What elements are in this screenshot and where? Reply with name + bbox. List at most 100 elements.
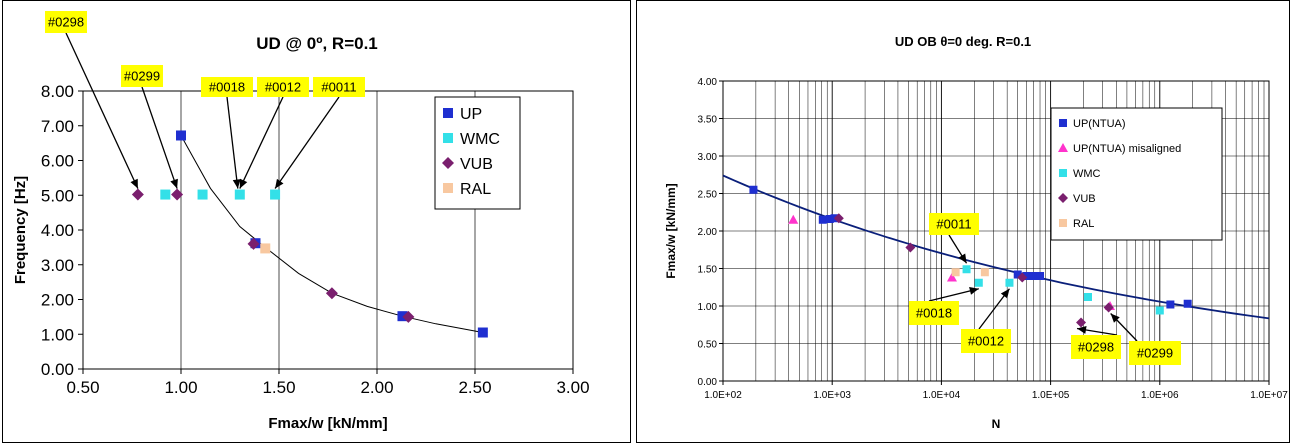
legend-marker bbox=[443, 108, 453, 118]
y-tick-label: 7.00 bbox=[41, 117, 74, 136]
y-tick-label: 2.00 bbox=[698, 227, 718, 238]
y-axis-label: Frequency [Hz] bbox=[12, 176, 29, 284]
y-tick-label: 3.00 bbox=[698, 152, 718, 163]
callout-arrow-head bbox=[275, 178, 284, 189]
point-vub bbox=[131, 188, 144, 201]
point-ral bbox=[980, 268, 989, 277]
trendline bbox=[180, 135, 483, 333]
legend-label: UP(NTUA) bbox=[1073, 118, 1126, 130]
point-wmc bbox=[962, 265, 971, 274]
callout-arrow bbox=[274, 96, 340, 189]
legend: UP(NTUA) UP(NTUA) misaligned WMC VUB RAL bbox=[1050, 107, 1223, 241]
callout-box bbox=[313, 77, 365, 97]
legend-marker bbox=[1058, 193, 1068, 203]
callout-label: #0018 bbox=[209, 80, 245, 95]
y-tick-label: 8.00 bbox=[41, 82, 74, 101]
callout-label: #0011 bbox=[936, 217, 971, 232]
callout-arrow-head bbox=[969, 287, 979, 295]
annotation-callout: #0011 bbox=[313, 77, 365, 97]
y-tick-label: 1.50 bbox=[698, 265, 718, 276]
chart-title: UD @ 0º, R=0.1 bbox=[256, 34, 378, 53]
annotation-callout: #0012 bbox=[961, 329, 1011, 353]
point-wmc bbox=[1155, 306, 1164, 315]
annotation-callout: #0012 bbox=[257, 77, 309, 97]
chart-title: UD OB θ=0 deg. R=0.1 bbox=[895, 34, 1031, 49]
y-axis-label: Fmax/w [kN/mm] bbox=[664, 183, 678, 278]
annotation-callout: #0018 bbox=[909, 301, 959, 325]
point-wmc bbox=[974, 278, 983, 287]
point-up-ntua- bbox=[818, 215, 827, 224]
x-axis-label: N bbox=[992, 417, 1001, 431]
point-up-ntua- bbox=[825, 215, 834, 223]
point-wmc bbox=[1005, 278, 1014, 287]
point-wmc bbox=[270, 189, 281, 200]
right-chart: 0.00 0.50 1.00 1.50 2.00 2.50 3.00 3.50 4.00 1.0E… bbox=[664, 34, 1288, 431]
y-tick-label: 4.00 bbox=[698, 77, 718, 88]
callout-label: #0012 bbox=[968, 334, 1004, 349]
annotation-callout: #0011 bbox=[929, 213, 979, 235]
legend-label: WMC bbox=[1073, 168, 1101, 180]
point-vub bbox=[402, 310, 415, 323]
point-up-ntua- bbox=[749, 185, 758, 194]
right-chart-panel: 0.00 0.50 1.00 1.50 2.00 2.50 3.00 3.50 4.00 1.0E… bbox=[636, 0, 1290, 443]
legend-marker bbox=[443, 133, 453, 143]
annotation-callout: #0299 bbox=[1129, 341, 1181, 365]
x-tick-label: 1.0E+04 bbox=[923, 390, 961, 401]
callout-box bbox=[1071, 335, 1121, 359]
point-up-ntua-misaligned bbox=[788, 214, 799, 224]
callout-arrow-head bbox=[1000, 288, 1010, 299]
legend-label: RAL bbox=[460, 181, 491, 198]
point-vub bbox=[1017, 272, 1028, 283]
y-tick-label: 1.00 bbox=[41, 325, 74, 344]
callout-box bbox=[45, 11, 87, 33]
callout-box bbox=[121, 65, 163, 87]
legend-box bbox=[1050, 107, 1223, 241]
callout-arrow-head bbox=[1110, 313, 1120, 323]
legend-marker bbox=[1059, 219, 1067, 227]
callout-box bbox=[257, 77, 309, 97]
callout-arrow-head bbox=[170, 178, 178, 189]
legend-label: VUB bbox=[1073, 193, 1096, 205]
point-vub bbox=[325, 287, 338, 300]
x-tick-label: 1.0E+07 bbox=[1250, 390, 1288, 401]
point-wmc bbox=[160, 189, 171, 200]
left-chart-panel: 0.50 1.00 1.50 2.00 2.50 3.00 0.00 1.00 2.00 3.00… bbox=[2, 0, 631, 443]
y-tick-label: 3.00 bbox=[41, 256, 74, 275]
legend-marker bbox=[442, 157, 454, 169]
callout-box bbox=[929, 213, 979, 235]
callout-label: #0018 bbox=[916, 306, 952, 321]
point-up bbox=[477, 327, 488, 338]
y-tick-label: 2.50 bbox=[698, 190, 718, 201]
callout-box bbox=[909, 301, 959, 325]
x-axis-label: Fmax/w [kN/mm] bbox=[268, 415, 387, 432]
legend-marker bbox=[1059, 169, 1067, 177]
point-vub bbox=[1103, 302, 1114, 313]
callout-arrow bbox=[226, 96, 239, 189]
x-tick-label: 1.00 bbox=[164, 378, 197, 397]
y-tick-label: 0.00 bbox=[698, 377, 718, 388]
legend-marker bbox=[1058, 143, 1068, 152]
legend-label: UP(NTUA) misaligned bbox=[1073, 143, 1181, 155]
point-up-ntua- bbox=[1022, 272, 1031, 280]
callout-arrow-head bbox=[239, 178, 248, 189]
callout-box bbox=[961, 329, 1011, 353]
x-tick-label: 1.0E+06 bbox=[1141, 390, 1179, 401]
annotation-callout: #0018 bbox=[201, 77, 253, 97]
y-tick-label: 0.50 bbox=[698, 340, 718, 351]
legend-label: VUB bbox=[460, 156, 493, 173]
x-tick-label: 1.0E+03 bbox=[813, 390, 851, 401]
y-tick-label: 5.00 bbox=[41, 186, 74, 205]
callout-arrow-head bbox=[232, 179, 241, 189]
y-tick-label: 4.00 bbox=[41, 221, 74, 240]
x-tick-label: 0.50 bbox=[66, 378, 99, 397]
callout-label: #0012 bbox=[265, 80, 301, 95]
point-ral bbox=[260, 243, 271, 254]
point-up-ntua- bbox=[1029, 272, 1038, 280]
point-vub bbox=[833, 213, 844, 224]
point-wmc bbox=[234, 189, 245, 200]
y-tick-label: 6.00 bbox=[41, 152, 74, 171]
callout-box bbox=[1129, 341, 1181, 365]
point-wmc bbox=[1083, 293, 1092, 301]
point-vub bbox=[171, 188, 184, 201]
callout-label: #0299 bbox=[1137, 346, 1173, 361]
